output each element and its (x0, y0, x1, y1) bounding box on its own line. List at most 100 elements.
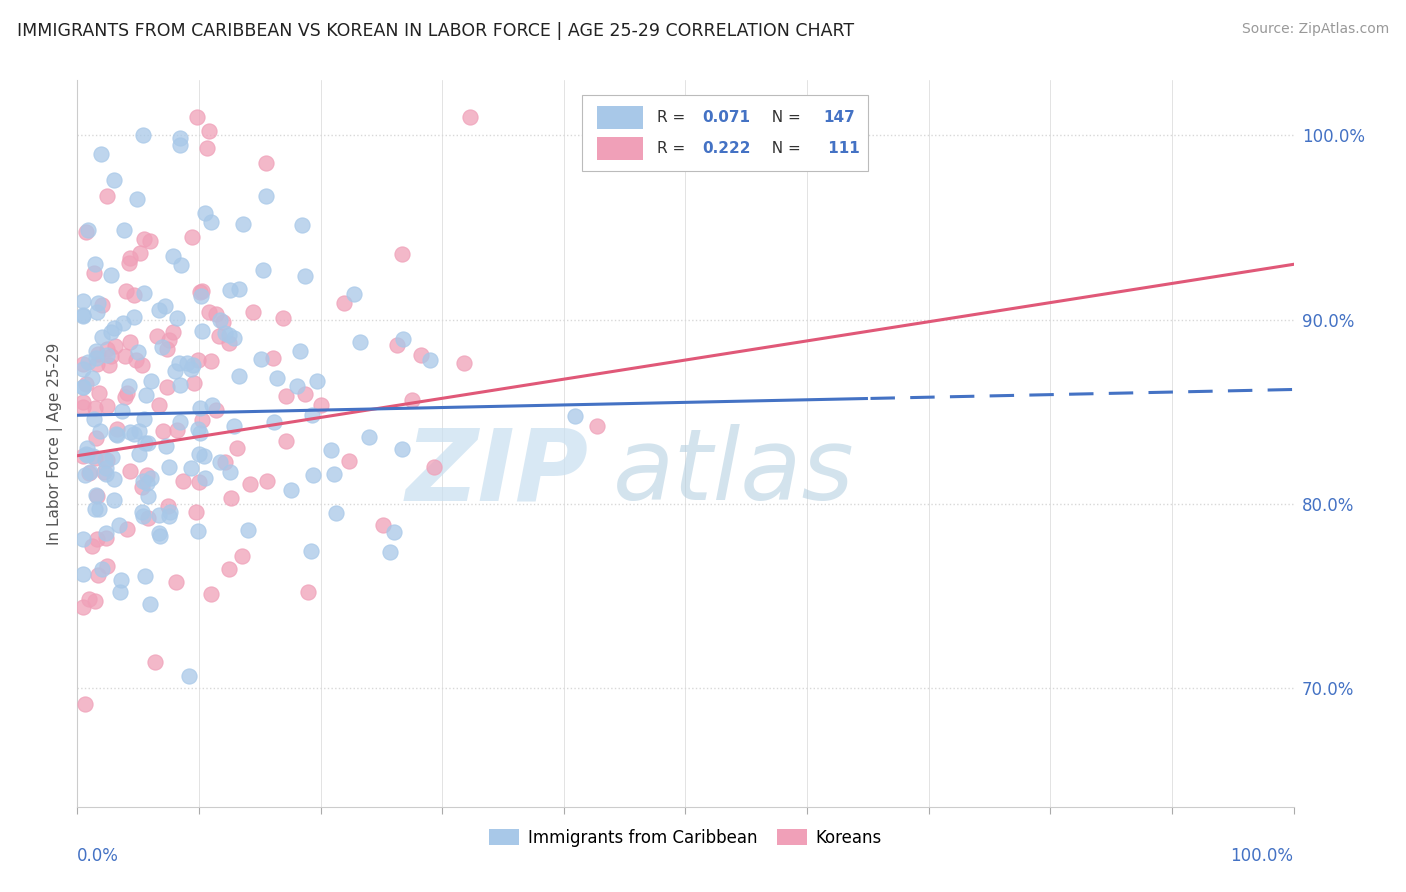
Point (219, 283, 242, 297)
Point (188, 401, 211, 415)
Point (208, 455, 231, 469)
Bar (596, 106, 643, 129)
Point (188, 425, 211, 440)
Point (148, 508, 170, 523)
Point (115, 284, 138, 298)
Point (180, 361, 202, 376)
Point (108, 517, 131, 532)
Point (101, 450, 124, 464)
Point (83, 412, 105, 426)
Point (172, 474, 194, 488)
Point (194, 471, 217, 485)
Point (332, 296, 354, 310)
Point (228, 369, 250, 384)
Point (118, 425, 141, 440)
Point (105, 422, 128, 436)
Point (84, 401, 107, 415)
Point (214, 326, 236, 341)
Point (169, 416, 191, 430)
Point (139, 471, 162, 485)
Point (86, 344, 108, 359)
Point (191, 413, 214, 427)
Point (84, 488, 107, 502)
Point (157, 333, 180, 347)
Legend: Immigrants from Caribbean, Koreans: Immigrants from Caribbean, Koreans (482, 822, 889, 854)
Point (239, 477, 262, 491)
Point (309, 398, 332, 412)
Point (297, 585, 319, 599)
Point (422, 460, 444, 475)
Point (169, 131, 191, 145)
Point (211, 315, 233, 329)
Point (84, 594, 107, 608)
Point (191, 324, 214, 338)
Point (114, 223, 136, 237)
Point (194, 206, 217, 220)
Point (195, 141, 218, 155)
Point (72, 357, 94, 371)
Point (75, 225, 97, 239)
Text: Source: ZipAtlas.com: Source: ZipAtlas.com (1241, 22, 1389, 37)
Point (225, 442, 247, 456)
Point (218, 335, 240, 350)
Point (176, 356, 198, 370)
Point (108, 585, 131, 599)
Point (120, 251, 142, 265)
Point (401, 393, 423, 408)
Point (183, 376, 205, 391)
Point (94, 461, 117, 475)
Point (84, 451, 107, 466)
Point (87, 568, 110, 582)
Point (128, 424, 150, 438)
Point (186, 110, 208, 124)
Point (382, 525, 405, 540)
Point (165, 364, 187, 378)
Point (276, 434, 298, 448)
Point (103, 492, 125, 507)
Point (118, 379, 141, 393)
Point (86, 351, 108, 365)
Point (167, 356, 190, 370)
Point (148, 302, 170, 317)
Point (208, 329, 231, 343)
Point (387, 338, 409, 352)
Point (127, 192, 149, 206)
Point (294, 387, 316, 401)
Point (75, 447, 97, 461)
Point (86, 305, 108, 319)
Text: 0.222: 0.222 (703, 141, 751, 156)
Point (187, 352, 209, 367)
Point (94, 467, 117, 482)
Point (198, 305, 221, 319)
Point (205, 307, 228, 321)
Point (198, 124, 221, 138)
Point (76, 442, 98, 456)
Point (100, 349, 122, 363)
Point (134, 569, 156, 583)
Point (117, 386, 139, 401)
Point (169, 137, 191, 152)
Point (134, 435, 156, 450)
Point (166, 311, 188, 326)
Bar (596, 137, 643, 161)
Point (135, 468, 157, 483)
Point (127, 344, 149, 359)
Point (122, 288, 145, 302)
Point (132, 285, 155, 300)
Point (72, 450, 94, 464)
Point (181, 230, 204, 244)
Point (87, 346, 110, 360)
Point (139, 598, 162, 612)
Point (125, 352, 148, 367)
Text: IMMIGRANTS FROM CARIBBEAN VS KOREAN IN LABOR FORCE | AGE 25-29 CORRELATION CHART: IMMIGRANTS FROM CARIBBEAN VS KOREAN IN L… (17, 22, 853, 40)
Point (104, 339, 127, 353)
Point (453, 356, 475, 370)
Point (242, 304, 264, 318)
Point (135, 388, 157, 402)
Point (218, 466, 240, 480)
Point (357, 430, 380, 444)
Point (114, 390, 136, 404)
Point (181, 358, 204, 372)
Y-axis label: In Labor Force | Age 25-29: In Labor Force | Age 25-29 (48, 343, 63, 545)
Point (76, 448, 98, 462)
